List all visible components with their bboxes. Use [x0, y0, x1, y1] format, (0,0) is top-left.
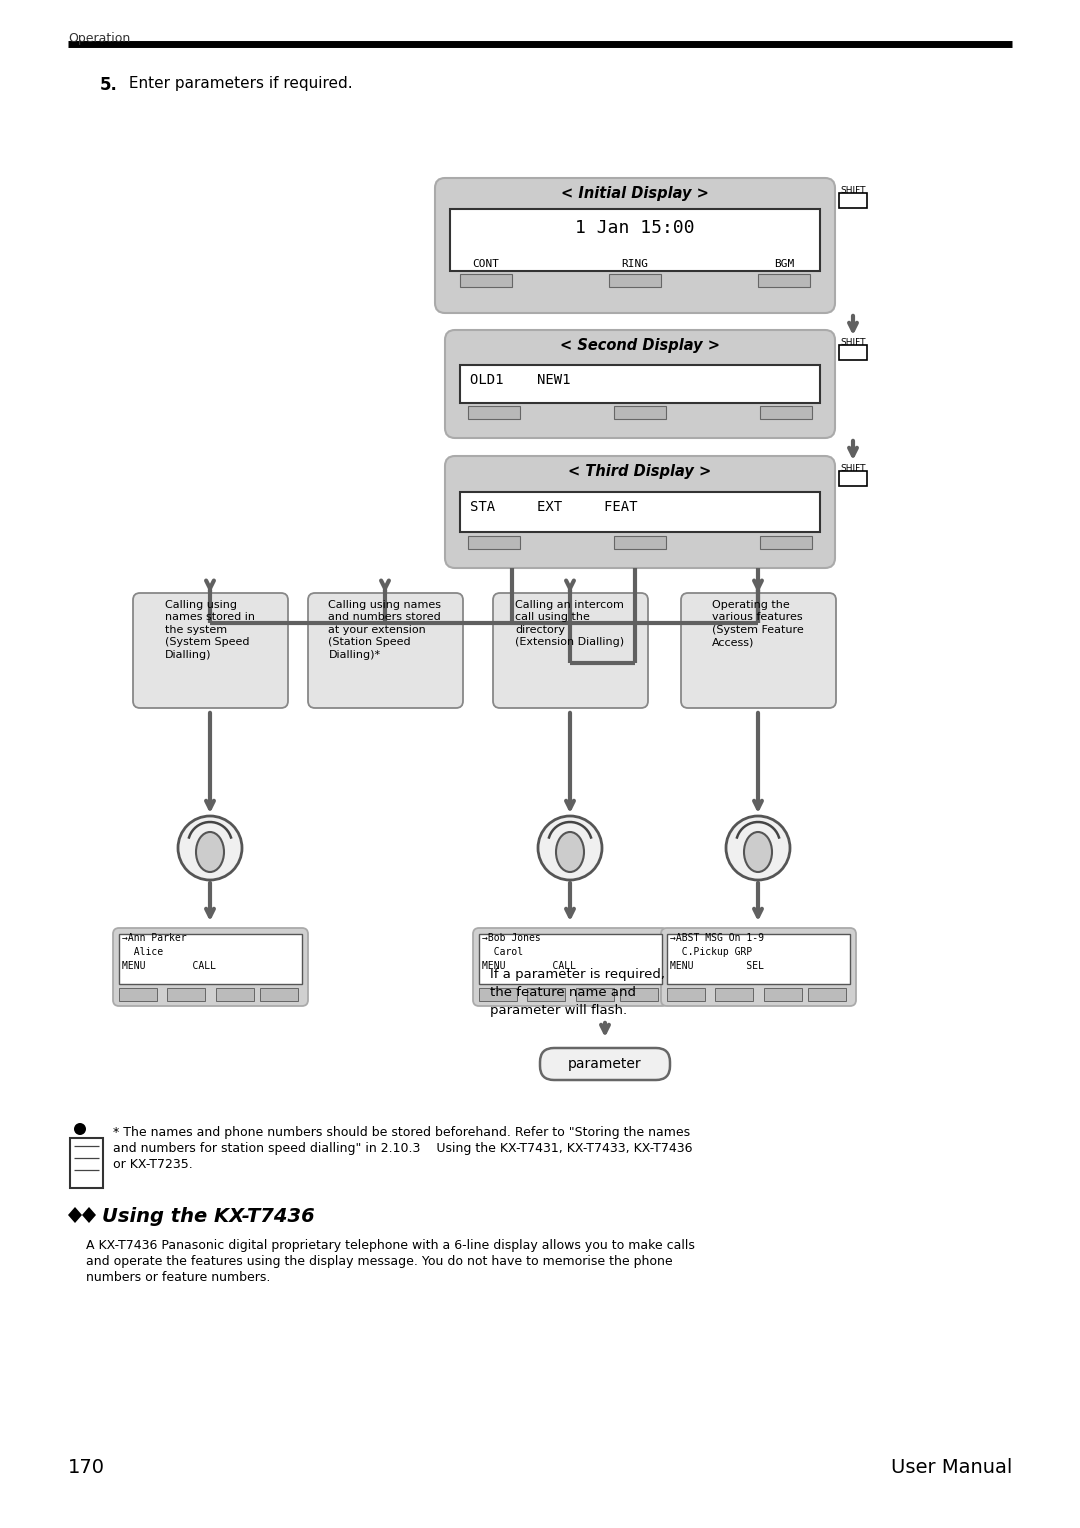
- Text: Calling using names
and numbers stored
at your extension
(Station Speed
Dialling: Calling using names and numbers stored a…: [328, 601, 442, 660]
- FancyBboxPatch shape: [445, 455, 835, 568]
- FancyBboxPatch shape: [133, 593, 288, 707]
- Text: MENU        CALL: MENU CALL: [122, 961, 216, 970]
- Bar: [468, 536, 519, 549]
- Bar: [760, 536, 812, 549]
- Bar: [468, 406, 519, 419]
- Bar: [260, 989, 298, 1001]
- Bar: [527, 989, 565, 1001]
- Text: User Manual: User Manual: [891, 1458, 1012, 1478]
- Text: * The names and phone numbers should be stored beforehand. Refer to "Storing the: * The names and phone numbers should be …: [113, 1126, 690, 1138]
- Bar: [760, 406, 812, 419]
- Text: < Initial Display >: < Initial Display >: [562, 186, 708, 202]
- Bar: [758, 274, 810, 287]
- Bar: [70, 1138, 103, 1187]
- Text: < Second Display >: < Second Display >: [561, 338, 720, 353]
- Ellipse shape: [556, 833, 584, 872]
- Text: CONT: CONT: [473, 260, 499, 269]
- Text: SHIFT: SHIFT: [840, 465, 865, 474]
- Bar: [119, 989, 157, 1001]
- Text: Calling an intercom
call using the
directory
(Extension Dialling): Calling an intercom call using the direc…: [515, 601, 624, 648]
- Text: 170: 170: [68, 1458, 105, 1478]
- Bar: [450, 209, 820, 270]
- Bar: [460, 365, 820, 403]
- Text: SHIFT: SHIFT: [840, 186, 865, 196]
- FancyBboxPatch shape: [113, 927, 308, 1005]
- Text: BGM: BGM: [774, 260, 794, 269]
- Bar: [167, 989, 205, 1001]
- Bar: [460, 492, 820, 532]
- Text: Operating the
various features
(System Feature
Access): Operating the various features (System F…: [712, 601, 804, 648]
- Text: Calling using
names stored in
the system
(System Speed
Dialling): Calling using names stored in the system…: [165, 601, 255, 660]
- FancyBboxPatch shape: [473, 927, 669, 1005]
- FancyBboxPatch shape: [435, 177, 835, 313]
- Polygon shape: [68, 1207, 82, 1222]
- Text: STA     EXT     FEAT: STA EXT FEAT: [470, 500, 637, 513]
- Bar: [667, 989, 705, 1001]
- Bar: [715, 989, 753, 1001]
- Text: Enter parameters if required.: Enter parameters if required.: [124, 76, 353, 92]
- Bar: [839, 345, 867, 361]
- Bar: [460, 274, 512, 287]
- Text: or KX-T7235.: or KX-T7235.: [113, 1158, 192, 1170]
- Bar: [480, 934, 662, 984]
- FancyBboxPatch shape: [661, 927, 856, 1005]
- Ellipse shape: [744, 833, 772, 872]
- FancyBboxPatch shape: [492, 593, 648, 707]
- Text: Carol: Carol: [482, 947, 523, 957]
- Bar: [839, 193, 867, 208]
- Text: Alice: Alice: [122, 947, 163, 957]
- Text: Operation: Operation: [68, 32, 131, 44]
- Circle shape: [538, 816, 602, 880]
- Bar: [609, 274, 661, 287]
- Text: A KX-T7436 Panasonic digital proprietary telephone with a 6-line display allows : A KX-T7436 Panasonic digital proprietary…: [86, 1239, 694, 1251]
- Bar: [480, 989, 517, 1001]
- Text: and numbers for station speed dialling" in 2.10.3    Using the KX-T7431, KX-T743: and numbers for station speed dialling" …: [113, 1141, 692, 1155]
- Text: and operate the features using the display message. You do not have to memorise : and operate the features using the displ…: [86, 1254, 673, 1268]
- Text: parameter: parameter: [568, 1057, 642, 1071]
- Circle shape: [726, 816, 789, 880]
- FancyBboxPatch shape: [308, 593, 463, 707]
- Bar: [667, 934, 850, 984]
- Bar: [620, 989, 658, 1001]
- Text: C.Pickup GRP: C.Pickup GRP: [670, 947, 753, 957]
- FancyBboxPatch shape: [445, 330, 835, 439]
- FancyBboxPatch shape: [681, 593, 836, 707]
- Bar: [764, 989, 802, 1001]
- Bar: [615, 536, 666, 549]
- Text: numbers or feature numbers.: numbers or feature numbers.: [86, 1271, 270, 1284]
- Text: →Bob Jones: →Bob Jones: [482, 934, 541, 943]
- Text: 1 Jan 15:00: 1 Jan 15:00: [576, 219, 694, 237]
- Text: Using the KX-T7436: Using the KX-T7436: [102, 1207, 314, 1225]
- Text: MENU        CALL: MENU CALL: [482, 961, 576, 970]
- Text: SHIFT: SHIFT: [840, 338, 865, 347]
- Bar: [216, 989, 254, 1001]
- Text: MENU         SEL: MENU SEL: [670, 961, 764, 970]
- Text: →ABST MSG On 1-9: →ABST MSG On 1-9: [670, 934, 764, 943]
- Text: If a parameter is required,
the feature name and
parameter will flash.: If a parameter is required, the feature …: [490, 969, 665, 1018]
- Text: 5.: 5.: [100, 76, 118, 95]
- Circle shape: [75, 1123, 86, 1135]
- Text: →Ann Parker: →Ann Parker: [122, 934, 187, 943]
- FancyBboxPatch shape: [540, 1048, 670, 1080]
- Bar: [839, 471, 867, 486]
- Bar: [576, 989, 615, 1001]
- Ellipse shape: [195, 833, 224, 872]
- Text: RING: RING: [621, 260, 648, 269]
- Bar: [808, 989, 846, 1001]
- Text: OLD1    NEW1: OLD1 NEW1: [470, 373, 570, 387]
- Bar: [119, 934, 302, 984]
- Text: < Third Display >: < Third Display >: [568, 465, 712, 478]
- Bar: [615, 406, 666, 419]
- Polygon shape: [82, 1207, 96, 1222]
- Circle shape: [178, 816, 242, 880]
